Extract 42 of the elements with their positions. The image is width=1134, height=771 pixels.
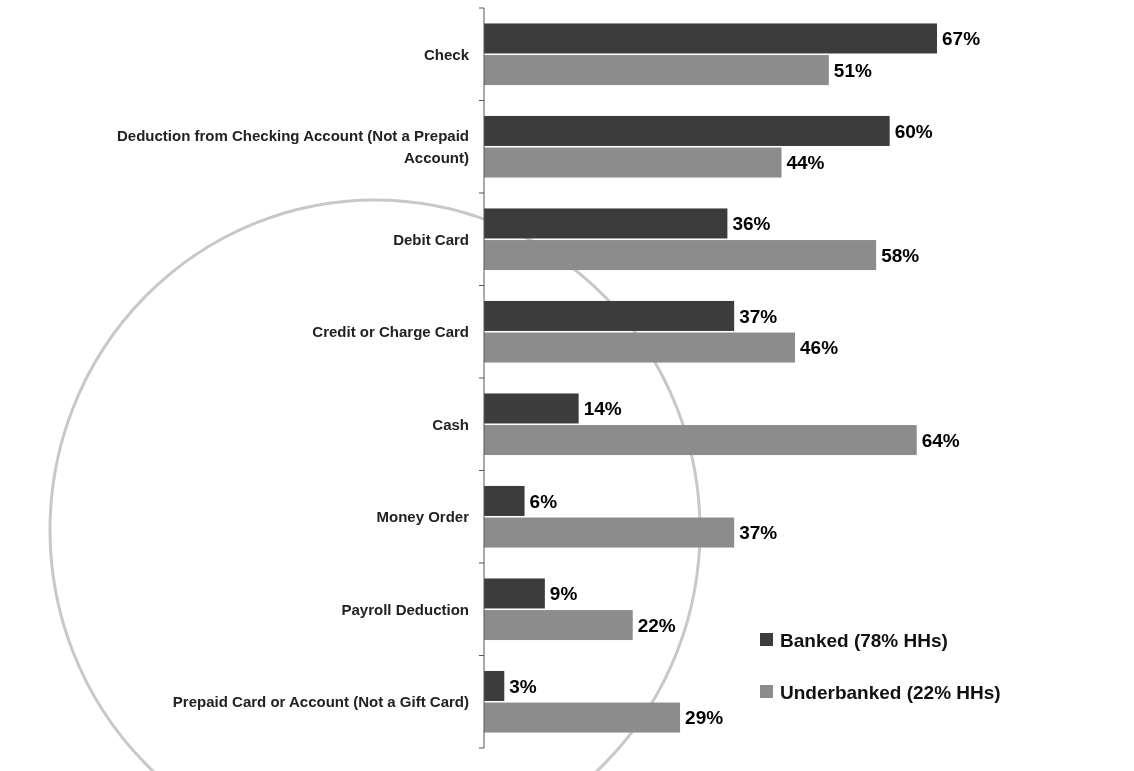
data-label: 60% <box>894 120 933 142</box>
bar <box>484 208 728 239</box>
data-label: 14% <box>583 398 622 420</box>
data-label: 3% <box>509 675 537 697</box>
bar <box>484 485 525 516</box>
data-label: 9% <box>549 583 578 605</box>
bar <box>484 610 633 641</box>
y-tick-label: Credit or Charge Card <box>312 323 469 340</box>
data-label: 51% <box>833 59 872 81</box>
bar <box>484 115 890 146</box>
data-label: 64% <box>921 429 960 451</box>
bar <box>484 425 917 456</box>
y-tick-label: Check <box>423 45 470 63</box>
bar <box>484 578 545 609</box>
bar <box>484 332 796 363</box>
bar <box>484 517 735 548</box>
y-tick-label: Debit Card <box>393 230 469 248</box>
y-tick-label: Payroll Deduction <box>341 600 469 618</box>
legend-label: Underbanked (22% HHs) <box>780 681 1001 703</box>
y-tick-label: Cash <box>432 415 469 433</box>
bar <box>484 23 937 54</box>
data-label: 22% <box>637 614 676 636</box>
data-label: 36% <box>732 213 771 235</box>
bar <box>484 55 829 86</box>
data-label: 6% <box>529 490 558 512</box>
bar <box>484 240 877 271</box>
y-tick-label: Money Order <box>376 508 470 525</box>
data-label: 37% <box>739 305 778 327</box>
legend-label: Banked (78% HHs) <box>780 629 948 651</box>
data-label: 58% <box>881 244 920 266</box>
bar <box>484 300 735 331</box>
data-label: 44% <box>786 152 825 174</box>
bar <box>484 670 505 701</box>
data-label: 46% <box>800 337 839 359</box>
bar <box>484 393 579 424</box>
y-tick-label: Prepaid Card or Account (Not a Gift Card) <box>172 693 469 710</box>
bar <box>484 147 782 178</box>
data-label: 67% <box>942 28 981 50</box>
bar <box>484 702 681 733</box>
data-label: 29% <box>685 707 724 729</box>
y-tick-label: Deduction from Checking Account (Not a Prepaid Account) <box>117 127 469 166</box>
data-label: 37% <box>739 522 778 544</box>
